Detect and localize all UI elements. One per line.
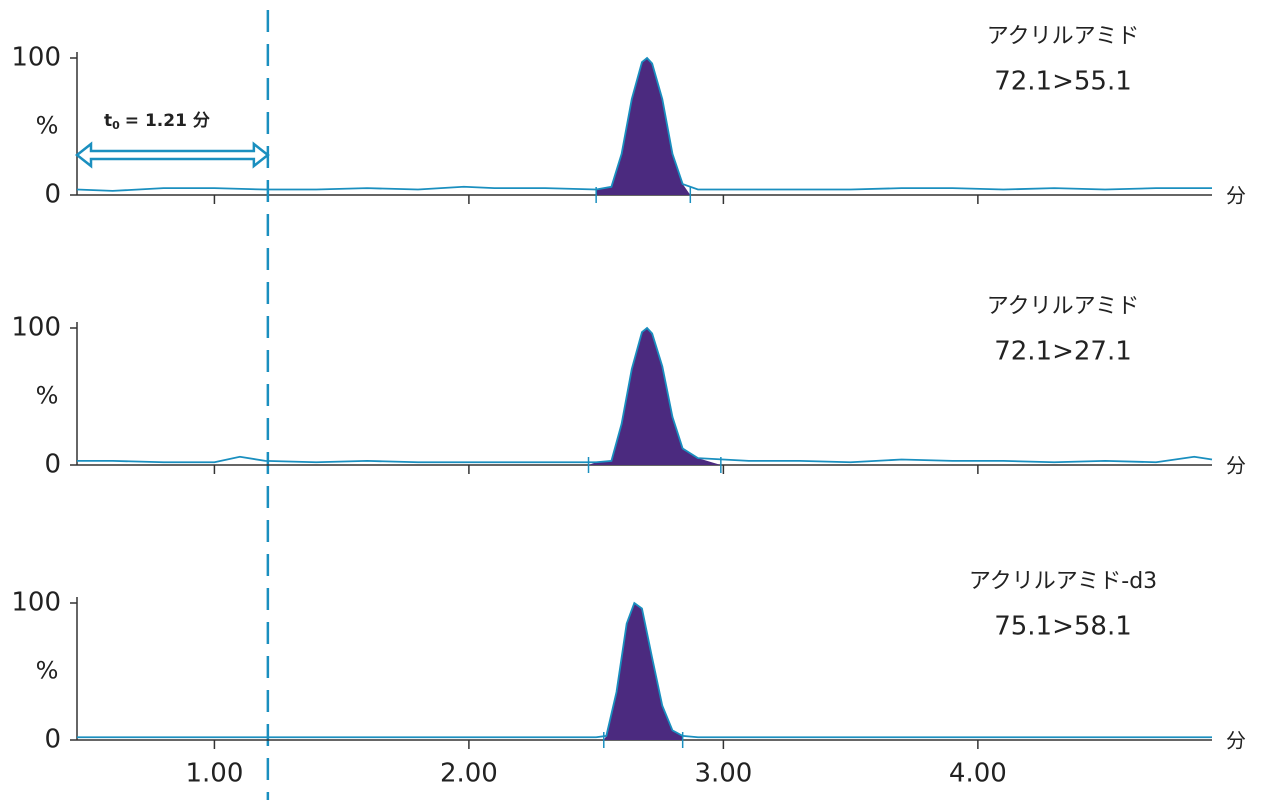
trace-title: アクリルアミド xyxy=(987,24,1139,49)
y-axis-label: % xyxy=(36,112,59,140)
y-axis-label: % xyxy=(36,382,59,410)
x-axis-label: 分 xyxy=(1226,729,1246,753)
t0-label-sub: 0 xyxy=(112,119,120,132)
trace-line xyxy=(77,601,1212,739)
x-tick-label: 3.00 xyxy=(694,759,752,789)
trace-title: アクリルアミド xyxy=(987,294,1139,319)
y-tick-label: 100 xyxy=(11,43,61,73)
trace-subtitle: 72.1>27.1 xyxy=(994,337,1132,367)
trace-line xyxy=(76,56,1212,192)
x-tick-label: 4.00 xyxy=(949,759,1007,789)
y-tick-label: 0 xyxy=(44,725,61,755)
x-tick-label: 1.00 xyxy=(185,759,243,789)
y-tick-label: 0 xyxy=(44,450,61,480)
peak-area xyxy=(588,328,721,465)
t0-label-main: t xyxy=(104,111,112,131)
y-tick-label: 0 xyxy=(44,180,61,210)
peak-area xyxy=(603,603,683,740)
x-axis-label: 分 xyxy=(1226,454,1246,478)
trace-title: アクリルアミド-d3 xyxy=(969,569,1157,594)
x-tick-label: 2.00 xyxy=(440,759,498,789)
y-tick-label: 100 xyxy=(11,588,61,618)
trace-subtitle: 72.1>55.1 xyxy=(994,67,1132,97)
y-axis-label: % xyxy=(36,657,59,685)
y-tick-label: 100 xyxy=(11,313,61,343)
peak-area xyxy=(596,58,691,195)
t0-arrow xyxy=(74,141,270,169)
trace-line xyxy=(77,326,1213,464)
t0-label-rest: = 1.21 分 xyxy=(125,111,210,131)
t0-label: t0 = 1.21 分 xyxy=(104,111,210,132)
trace-subtitle: 75.1>58.1 xyxy=(994,612,1132,642)
x-axis-label: 分 xyxy=(1226,184,1246,208)
